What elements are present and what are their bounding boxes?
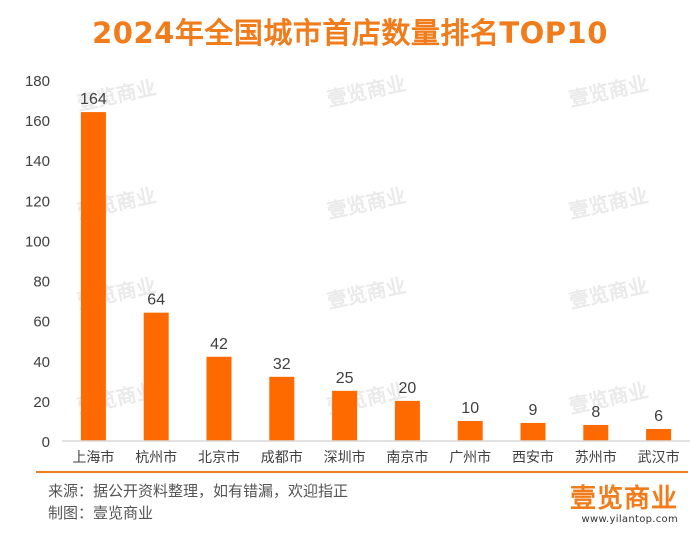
maker-note: 制图：壹览商业 [48,504,154,522]
logo-wordmark: 壹览商业 [569,484,678,514]
bars-layer [80,112,672,441]
data-label: 8 [591,404,600,421]
bar [394,400,420,441]
y-tick-label: 160 [25,113,50,130]
bar [206,356,232,441]
y-tick-label: 80 [33,274,50,291]
watermark-text: 壹览商业 [325,71,408,111]
x-axis: 上海市 杭州市 北京市 成都市 深圳市 南京市 广州市 西安市 苏州市 武汉市 [62,440,690,466]
x-tick-label: 北京市 [198,449,240,466]
x-tick-label: 西安市 [512,449,554,466]
y-tick-label: 100 [25,233,50,250]
watermark-text: 壹览商业 [567,378,650,418]
bar [646,428,672,441]
watermark-text: 壹览商业 [325,183,408,223]
bar [583,424,609,441]
x-tick-label: 成都市 [261,449,303,466]
y-tick-label: 120 [25,193,50,210]
data-label: 64 [147,292,165,309]
x-tick-label: 杭州市 [135,449,177,466]
y-tick-label: 40 [33,354,50,371]
chart-title: 2024年全国城市首店数量排名TOP10 [92,16,608,50]
data-label: 10 [461,400,479,417]
bar [80,112,106,441]
bar [457,420,483,441]
y-axis: 0 20 40 60 80 100 120 140 160 180 [25,73,50,451]
y-tick-label: 0 [42,434,50,451]
data-label: 164 [80,91,107,108]
x-tick-label: 广州市 [449,449,491,466]
bar [143,312,169,441]
data-labels-layer: 164 64 42 32 25 20 10 9 8 6 [80,91,663,425]
bar [520,422,546,441]
watermark-text: 壹览商业 [325,273,408,313]
watermark-text: 壹览商业 [567,273,650,313]
brand-logo: 壹览商业 www.yilantop.com [570,484,678,526]
y-tick-label: 20 [33,394,50,411]
y-tick-label: 60 [33,314,50,331]
y-tick-label: 180 [25,73,50,90]
logo-url: www.yilantop.com [581,514,678,525]
data-label: 20 [399,380,417,397]
data-label: 32 [273,356,291,373]
watermark-text: 壹览商业 [567,183,650,223]
bar [332,390,358,441]
footer-divider [36,471,688,473]
x-tick-label: 苏州市 [575,449,617,466]
data-label: 9 [529,402,538,419]
data-label: 6 [654,408,663,425]
x-tick-label: 上海市 [72,449,114,466]
data-label: 25 [336,370,354,387]
data-label: 42 [210,336,228,353]
x-tick-label: 武汉市 [638,449,680,466]
watermark-text: 壹览商业 [567,71,650,111]
x-tick-label: 南京市 [386,449,428,466]
y-tick-label: 140 [25,153,50,170]
source-note: 来源：据公开资料整理，如有错漏，欢迎指正 [48,482,349,500]
x-tick-label: 深圳市 [324,449,366,466]
bar [269,376,295,441]
